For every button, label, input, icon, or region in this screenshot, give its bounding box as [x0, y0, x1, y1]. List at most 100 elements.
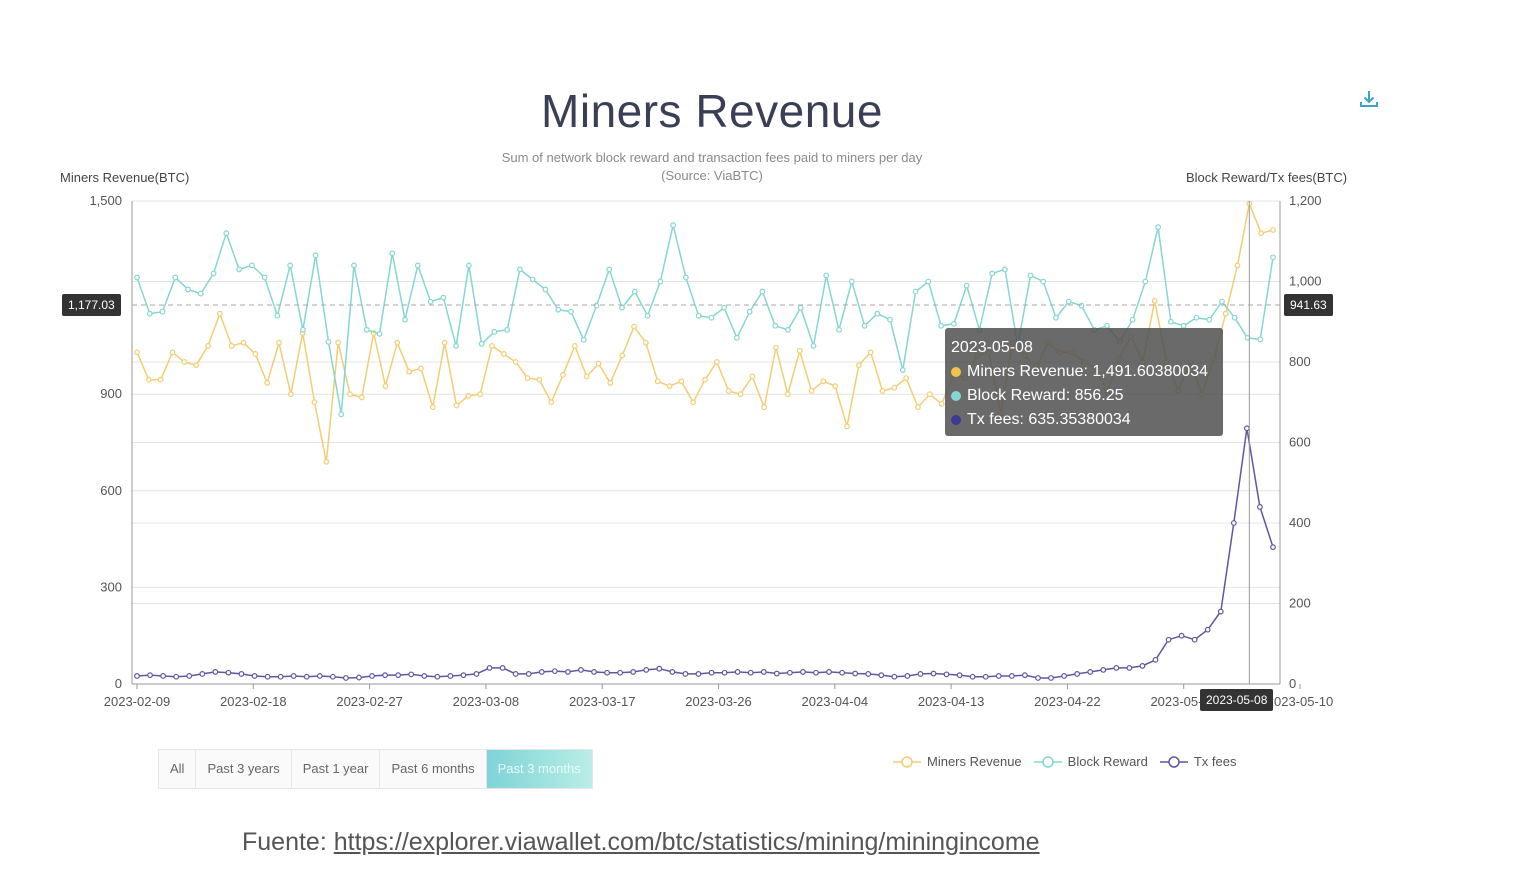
x-tick-label: 2023-04-22 [1034, 694, 1101, 709]
data-point [369, 673, 375, 679]
data-point [654, 378, 661, 385]
right-tick-label: 0 [1289, 676, 1296, 691]
data-point [891, 384, 898, 391]
data-point [212, 669, 219, 675]
tooltip-dot-icon [951, 391, 961, 401]
data-point [264, 380, 271, 386]
series-line [136, 428, 1274, 679]
left-tick-label: 0 [115, 676, 122, 691]
data-point [1257, 504, 1263, 510]
data-point [595, 360, 602, 367]
data-point [631, 323, 637, 330]
data-point [1243, 425, 1250, 432]
data-point [930, 670, 937, 677]
data-point [477, 391, 484, 398]
data-point [1053, 314, 1059, 321]
data-point [982, 673, 989, 680]
data-point [938, 400, 945, 407]
data-point [343, 675, 349, 681]
data-point [912, 288, 919, 295]
data-point [852, 670, 859, 677]
data-point [820, 378, 827, 385]
data-point [447, 673, 454, 679]
data-point [1002, 266, 1008, 273]
data-point [1258, 230, 1265, 237]
data-point [839, 669, 846, 676]
tooltip-dot-icon [951, 367, 961, 377]
tooltip-row-tx-fees: Tx fees: 635.35380034 [951, 408, 1217, 432]
data-point [969, 673, 976, 680]
x-tick-label: 2023-03-17 [569, 694, 636, 709]
data-point [356, 674, 362, 681]
data-point [261, 274, 268, 281]
data-point [1142, 278, 1149, 285]
x-pointer-label: 2023-05-08 [1200, 689, 1274, 711]
data-point [524, 375, 531, 382]
data-point [551, 668, 558, 675]
data-point [338, 411, 345, 418]
data-point [169, 349, 176, 356]
data-point [555, 306, 562, 313]
data-point [408, 671, 415, 678]
left-axis-name: Miners Revenue(BTC) [60, 170, 190, 185]
data-point [808, 388, 815, 394]
range-button-all[interactable]: All [159, 750, 197, 788]
data-point [1234, 262, 1241, 269]
data-point [786, 669, 793, 676]
data-point [855, 362, 862, 369]
data-point [316, 673, 323, 679]
data-point [682, 274, 689, 281]
data-point [1074, 671, 1081, 677]
data-point [1113, 665, 1120, 671]
data-point [656, 665, 663, 672]
data-point [216, 310, 223, 317]
right-axis-name: Block Reward/Tx fees(BTC) [1186, 170, 1348, 185]
data-point [1219, 298, 1225, 305]
data-point [159, 308, 166, 315]
data-point [1152, 656, 1159, 663]
data-point [325, 338, 332, 345]
data-point [784, 391, 791, 398]
data-point [1027, 272, 1034, 279]
data-point [956, 672, 963, 679]
data-point [1129, 316, 1136, 323]
data-point [1078, 302, 1085, 309]
source-link[interactable]: https://explorer.viawallet.com/btc/stati… [333, 828, 1040, 856]
data-point [670, 222, 676, 229]
grid-lines [131, 200, 1281, 685]
legend-line-icon [1033, 755, 1062, 768]
range-button-past-3-months[interactable]: Past 3 months [486, 750, 592, 788]
data-point [630, 669, 637, 675]
data-point [382, 672, 388, 679]
legend-item-miners-revenue[interactable]: Miners Revenue [893, 754, 1022, 769]
data-point [145, 376, 152, 383]
data-point [746, 308, 753, 315]
download-icon[interactable] [1358, 88, 1380, 110]
data-point [708, 669, 715, 676]
data-point [395, 672, 402, 679]
legend-item-tx-fees[interactable]: Tx fees [1159, 754, 1236, 769]
data-point [568, 308, 574, 315]
data-point [236, 266, 243, 273]
x-axis-ticks: 2023-02-09 2023-02-18 2023-02-27 2023-03-08… [104, 684, 1334, 709]
data-point [657, 278, 664, 285]
chart-subtitle: Sum of network block reward and transact… [362, 149, 1062, 185]
data-point [1126, 665, 1133, 671]
data-point [205, 343, 211, 349]
left-pointer-value: 1,177.03 [62, 294, 121, 316]
data-point [560, 371, 566, 378]
series-tx-fees [134, 425, 1276, 681]
range-button-past-3-years[interactable]: Past 3 years [196, 750, 292, 788]
data-point [181, 359, 188, 365]
legend-line-icon [1159, 755, 1188, 768]
data-point [832, 383, 839, 390]
legend-item-block-reward[interactable]: Block Reward [1033, 754, 1148, 769]
data-point [796, 347, 803, 354]
data-point [580, 336, 587, 343]
x-tick-label: 2023-05-10 [1267, 694, 1334, 709]
data-point [867, 349, 874, 356]
data-point [878, 672, 885, 679]
range-button-past-1-year[interactable]: Past 1 year [292, 750, 381, 788]
data-point [134, 673, 140, 679]
range-button-past-6-months[interactable]: Past 6 months [380, 750, 487, 788]
